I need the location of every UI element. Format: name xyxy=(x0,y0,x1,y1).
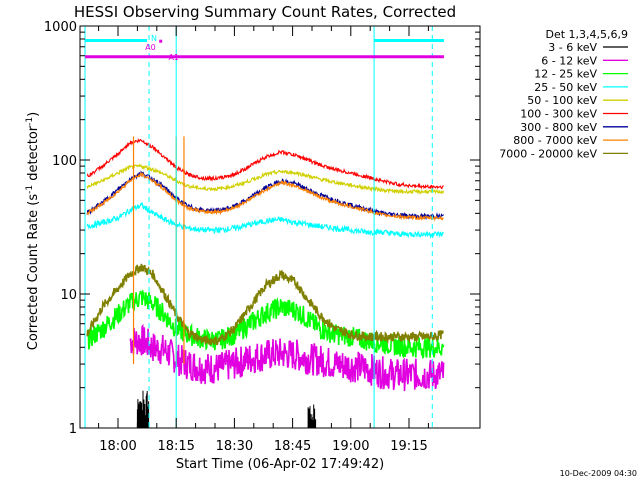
x-tick-label-2: 18:15 xyxy=(157,439,194,454)
legend-label-7: 300 - 800 keV xyxy=(520,121,597,134)
series-line-7 xyxy=(86,170,444,221)
y-tick-label-4: 1000 xyxy=(44,20,77,35)
legend-label-1: 3 - 6 keV xyxy=(548,41,597,54)
legend-label-3: 12 - 25 keV xyxy=(534,68,597,81)
legend-label-5: 50 - 100 keV xyxy=(527,94,597,107)
footer-date: 10-Dec-2009 04:30 xyxy=(560,469,637,478)
y-axis-label-sup1: -1 xyxy=(25,185,35,194)
series-line-8 xyxy=(86,171,444,222)
y-tick-label-2: 10 xyxy=(60,288,77,303)
x-tick-label-6: 19:15 xyxy=(390,439,427,454)
x-tick-label-4: 18:45 xyxy=(274,439,311,454)
legend-label-9: 7000 - 20000 keV xyxy=(499,147,597,160)
y-axis-label-mid: detector xyxy=(26,125,41,185)
series-line-5 xyxy=(86,163,445,196)
flag-label-n: N xyxy=(151,34,157,43)
legend-label-2: 6 - 12 keV xyxy=(541,54,597,67)
axes: 1 10 100 1000 18:00 18:15 18:30 18:45 19:00 19:15 xyxy=(44,20,481,454)
series-line-6 xyxy=(86,138,444,190)
y-axis-label-main: Corrected Count Rate (s xyxy=(26,194,41,351)
y-tick-label-3: 100 xyxy=(52,154,77,169)
plot-area: NA0 A1 xyxy=(84,26,445,428)
y-axis-label-sup2: -1 xyxy=(25,117,35,126)
x-tick-label-1: 18:00 xyxy=(99,439,136,454)
flag-label-a0: A0 xyxy=(145,43,156,52)
legend-label-4: 25 - 50 keV xyxy=(534,81,597,94)
legend-label-6: 100 - 300 keV xyxy=(520,108,597,121)
y-tick-label-1: 1 xyxy=(69,422,77,437)
series-3-6-burst-2 xyxy=(307,404,317,428)
series-line-3 xyxy=(86,290,445,359)
legend-label-8: 800 - 7000 keV xyxy=(513,134,597,147)
flag-label-a1: A1 xyxy=(168,53,179,62)
plot-frame xyxy=(79,25,481,429)
series-3-6-burst-1 xyxy=(136,390,150,428)
x-tick-label-3: 18:30 xyxy=(216,439,253,454)
x-tick-label-5: 19:00 xyxy=(332,439,369,454)
y-axis-label-end: ) xyxy=(26,112,41,117)
series-line-2 xyxy=(129,323,445,391)
x-axis-label: Start Time (06-Apr-02 17:49:42) xyxy=(176,457,384,472)
series-line-4 xyxy=(86,201,444,239)
chart-title: HESSI Observing Summary Count Rates, Cor… xyxy=(74,3,456,21)
y-axis-label: Corrected Count Rate (s-1 detector-1) xyxy=(25,112,41,350)
flag-marker-a0 xyxy=(159,39,163,43)
legend-title: Det 1,3,4,5,6,9 xyxy=(545,28,628,41)
series-line-9 xyxy=(86,263,444,346)
plot-clip-group xyxy=(84,26,445,428)
